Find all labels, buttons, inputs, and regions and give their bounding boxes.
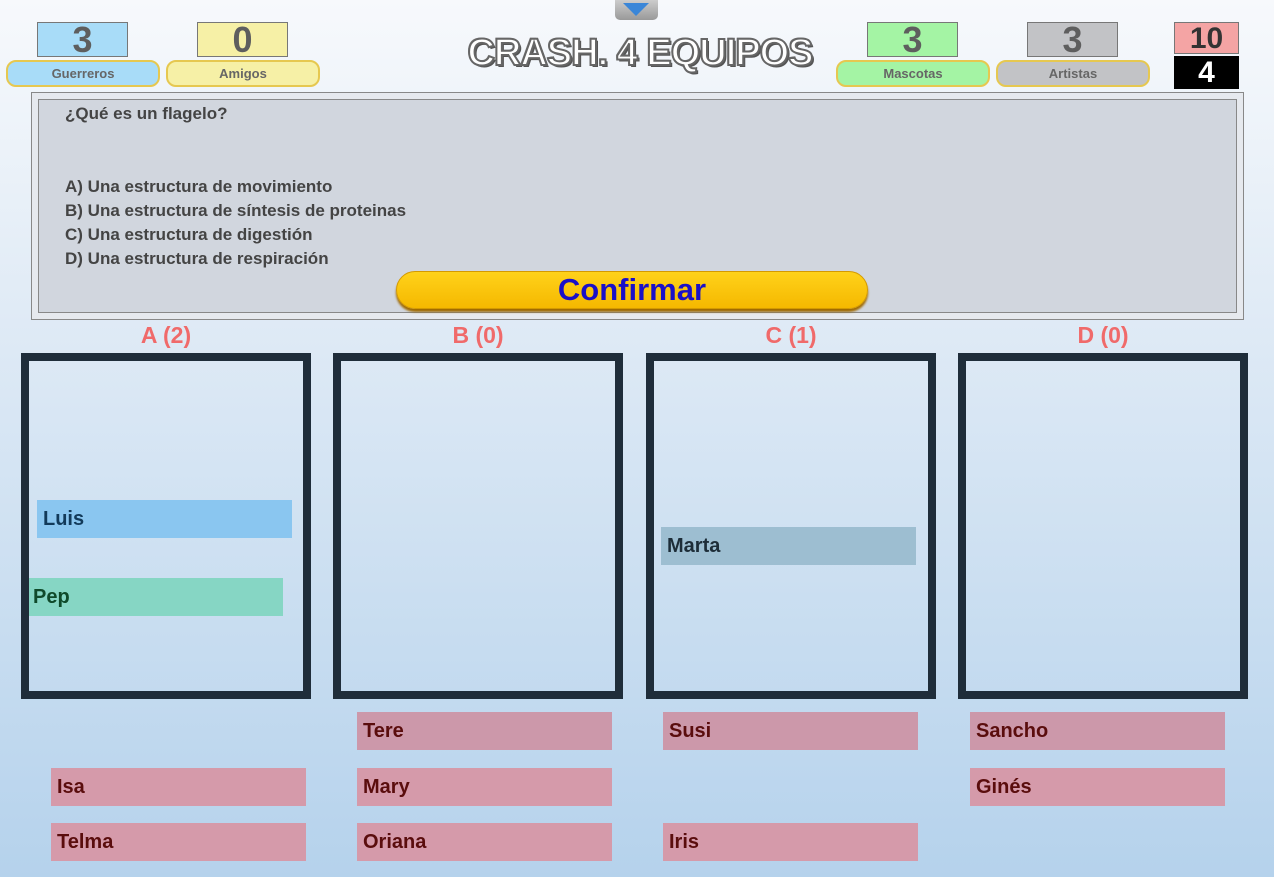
player-chip[interactable]: Marta bbox=[661, 527, 916, 565]
confirm-button[interactable]: Confirmar bbox=[396, 271, 868, 309]
player-chip[interactable]: Pep bbox=[29, 578, 283, 616]
team-score-artistas: 3 bbox=[1027, 22, 1118, 58]
player-chip[interactable]: Mary bbox=[357, 768, 612, 806]
column-header-c: C (1) bbox=[765, 322, 817, 348]
player-chip[interactable]: Susi bbox=[663, 712, 918, 750]
option-a: A) Una estructura de movimiento bbox=[65, 177, 333, 196]
answer-box-c[interactable] bbox=[646, 353, 936, 699]
team-score-mascotas: 3 bbox=[867, 22, 958, 58]
game-title: CRASH. 4 EQUIPOS bbox=[466, 31, 814, 75]
option-b: B) Una estructura de síntesis de protein… bbox=[65, 201, 407, 220]
counter-top: 10 bbox=[1174, 22, 1239, 54]
player-chip[interactable]: Sancho bbox=[970, 712, 1225, 750]
triangle-down-icon bbox=[623, 3, 649, 16]
team-label-amigos: Amigos bbox=[166, 60, 320, 87]
answer-box-b[interactable] bbox=[333, 353, 623, 699]
player-chip[interactable]: Tere bbox=[357, 712, 612, 750]
column-header-a: A (2) bbox=[140, 322, 192, 348]
team-label-mascotas: Mascotas bbox=[836, 60, 990, 87]
option-c: C) Una estructura de digestión bbox=[65, 225, 313, 244]
player-chip[interactable]: Luis bbox=[37, 500, 292, 538]
answer-box-d[interactable] bbox=[958, 353, 1248, 699]
column-header-d: D (0) bbox=[1077, 322, 1129, 348]
question-text: ¿Qué es un flagelo? bbox=[65, 104, 228, 123]
player-chip[interactable]: Iris bbox=[663, 823, 918, 861]
team-score-guerreros: 3 bbox=[37, 22, 128, 58]
counter-bottom: 4 bbox=[1174, 56, 1239, 89]
team-label-artistas: Artistas bbox=[996, 60, 1150, 87]
player-chip[interactable]: Ginés bbox=[970, 768, 1225, 806]
player-chip[interactable]: Telma bbox=[51, 823, 306, 861]
answer-box-a[interactable] bbox=[21, 353, 311, 699]
player-chip[interactable]: Oriana bbox=[357, 823, 612, 861]
team-score-amigos: 0 bbox=[197, 22, 288, 58]
team-label-guerreros: Guerreros bbox=[6, 60, 160, 87]
option-d: D) Una estructura de respiración bbox=[65, 249, 329, 268]
collapse-toggle[interactable] bbox=[615, 0, 658, 20]
column-header-b: B (0) bbox=[452, 322, 504, 348]
player-chip[interactable]: Isa bbox=[51, 768, 306, 806]
